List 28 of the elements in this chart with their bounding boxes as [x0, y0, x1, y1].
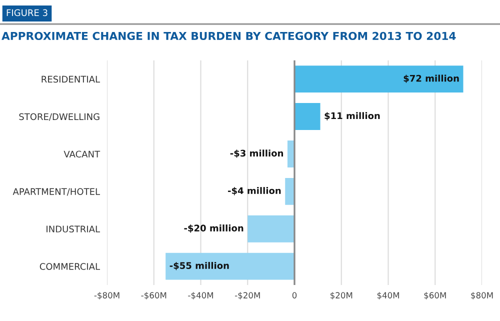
- bar: [294, 103, 320, 130]
- y-tick-label: RESIDENTIAL: [42, 76, 100, 83]
- data-label: -$4 million: [228, 187, 281, 196]
- bar: [285, 178, 294, 205]
- data-label: -$55 million: [170, 262, 229, 270]
- x-tick-label: -$20M: [234, 292, 260, 300]
- bar: [166, 252, 294, 280]
- y-tick-label: INDUSTRIAL: [46, 226, 100, 232]
- x-tick-label: -$80M: [94, 292, 120, 300]
- y-tick-label: VACANT: [64, 150, 100, 158]
- x-tick-label: 0: [292, 292, 297, 298]
- data-label: $11 million: [324, 112, 380, 120]
- bar: [248, 215, 294, 242]
- bar: [294, 66, 464, 93]
- data-label: $72 million: [404, 74, 459, 83]
- data-label: -$3 million: [230, 150, 284, 158]
- y-tick-label: COMMERCIAL: [40, 263, 100, 270]
- caption: FIGURE 3: [6, 9, 48, 16]
- chart-title: APPROXIMATE CHANGE IN TAX BURDEN BY CATEGORY FROM 2013 TO 2014: [2, 32, 456, 40]
- data-label: -$20 million: [184, 224, 244, 233]
- y-tick-label: STORE/DWELLING: [19, 113, 100, 121]
- x-tick-label: $80M: [471, 292, 493, 300]
- x-tick-label: $60M: [424, 292, 446, 300]
- x-tick-label: $20M: [330, 292, 352, 300]
- y-tick-label: APARTMENT/HOTEL: [12, 188, 100, 196]
- x-tick-label: -$40M: [188, 292, 213, 300]
- x-tick-label: $40M: [377, 292, 399, 300]
- x-tick-label: -$60M: [141, 292, 166, 300]
